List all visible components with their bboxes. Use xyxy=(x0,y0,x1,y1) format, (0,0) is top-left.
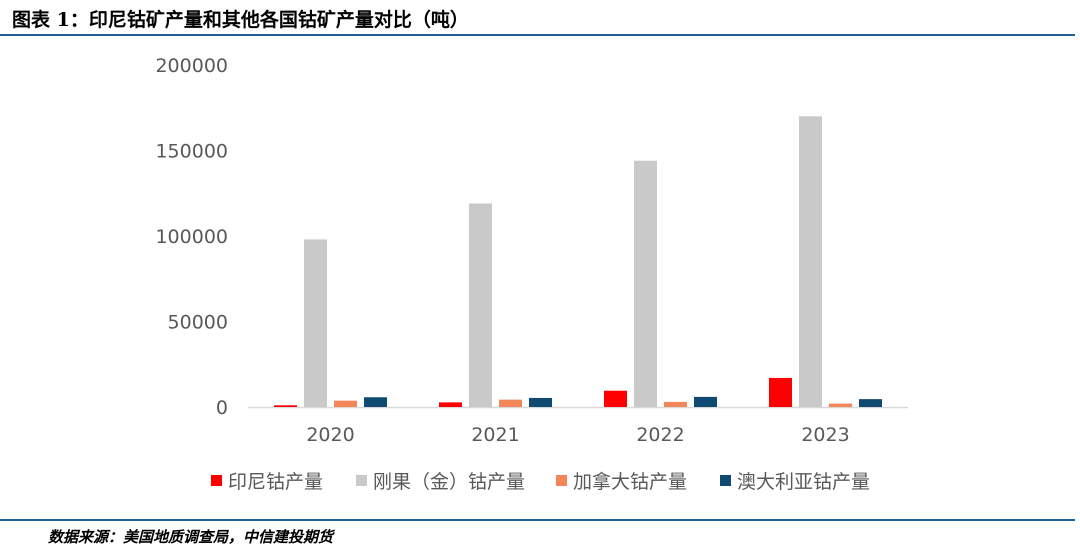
legend-swatch-canada xyxy=(556,475,567,486)
y-tick-label: 200000 xyxy=(155,55,228,77)
bar-australia-2020 xyxy=(364,397,387,407)
bar-drc-2023 xyxy=(799,116,822,408)
legend-label-australia: 澳大利亚钴产量 xyxy=(737,471,870,493)
bar-drc-2022 xyxy=(634,160,657,407)
bar-canada-2020 xyxy=(334,400,357,407)
bar-australia-2021 xyxy=(529,397,552,407)
y-tick-label: 0 xyxy=(216,397,228,419)
figure-title: 图表 1：印尼钴矿产量和其他各国钴矿产量对比（吨） xyxy=(12,9,469,31)
bar-indonesia-2020 xyxy=(274,405,297,407)
bar-canada-2023 xyxy=(829,403,852,407)
source-rule xyxy=(0,519,1075,521)
y-tick-label: 50000 xyxy=(168,312,228,334)
y-tick-label: 150000 xyxy=(155,141,228,163)
legend-label-canada: 加拿大钴产量 xyxy=(573,470,687,493)
bar-indonesia-2022 xyxy=(604,390,627,407)
y-tick-label: 100000 xyxy=(155,226,228,248)
legend: 印尼钴产量 刚果（金）钴产量 加拿大钴产量 澳大利亚钴产量 xyxy=(211,470,870,493)
y-axis: 0 50000 100000 150000 200000 xyxy=(155,55,228,419)
bar-canada-2022 xyxy=(664,401,687,407)
legend-label-drc: 刚果（金）钴产量 xyxy=(373,471,525,493)
bar-canada-2021 xyxy=(499,399,522,407)
source-note: 数据来源：美国地质调查局，中信建投期货 xyxy=(48,528,334,546)
x-tick-label: 2021 xyxy=(471,424,519,446)
legend-swatch-drc xyxy=(356,475,367,486)
bar-australia-2022 xyxy=(694,396,717,407)
bar-drc-2020 xyxy=(304,239,327,407)
x-axis: 2020 2021 2022 2023 xyxy=(248,406,908,446)
bar-drc-2021 xyxy=(469,203,492,407)
x-tick-label: 2022 xyxy=(636,424,684,446)
legend-swatch-australia xyxy=(720,475,731,486)
x-tick-label: 2023 xyxy=(801,424,849,446)
legend-label-indonesia: 印尼钴产量 xyxy=(228,471,323,493)
title-rule xyxy=(0,34,1075,36)
bars xyxy=(274,116,882,408)
bar-australia-2023 xyxy=(859,399,882,407)
legend-swatch-indonesia xyxy=(211,475,222,486)
bar-indonesia-2023 xyxy=(769,377,792,407)
x-tick-label: 2020 xyxy=(306,424,354,446)
bar-indonesia-2021 xyxy=(439,402,462,407)
